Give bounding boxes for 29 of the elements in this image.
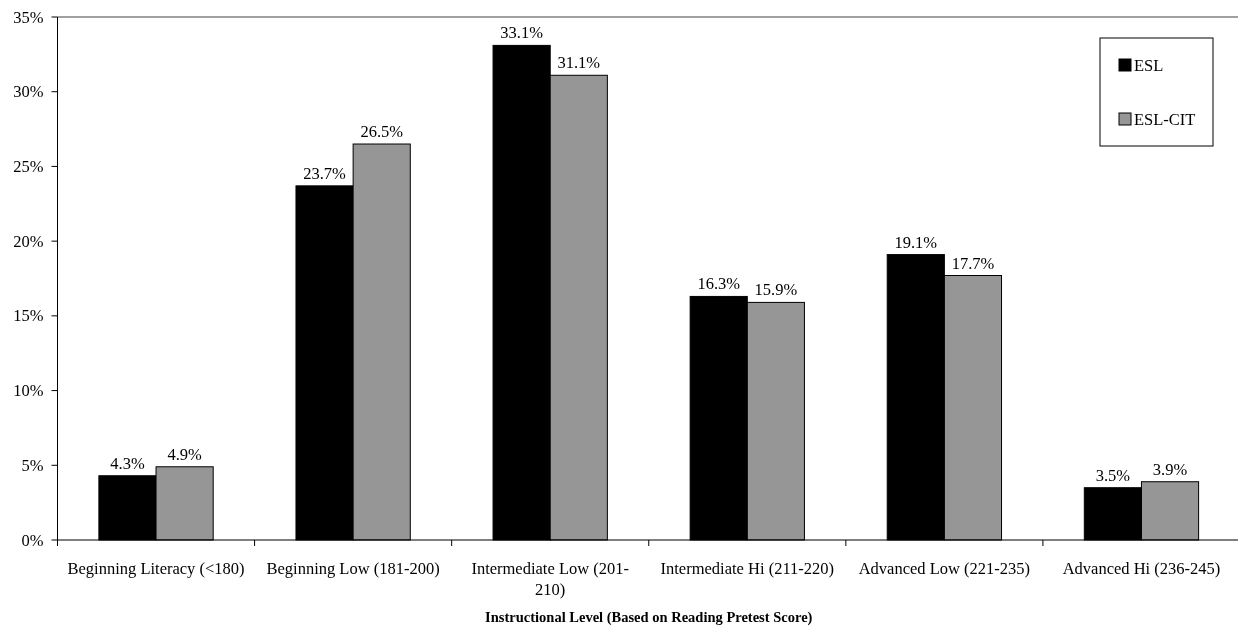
y-tick-label: 15%: [13, 306, 44, 326]
data-label: 15.9%: [754, 280, 798, 300]
x-tick-label: Beginning Literacy (<180): [67, 559, 245, 578]
legend-label: ESL: [1134, 56, 1164, 75]
data-label: 19.1%: [894, 232, 938, 252]
y-tick-label: 5%: [21, 455, 44, 475]
x-axis-title: Instructional Level (Based on Reading Pretest Score): [485, 609, 813, 626]
data-label: 16.3%: [697, 274, 741, 294]
data-label: 23.7%: [303, 163, 347, 183]
y-tick-label: 35%: [13, 7, 44, 27]
y-tick-label: 10%: [13, 381, 44, 401]
legend-label: ESL-CIT: [1134, 110, 1196, 129]
y-tick-label: 30%: [13, 82, 44, 102]
y-tick-label: 20%: [13, 231, 44, 251]
data-label: 33.1%: [500, 23, 544, 43]
x-tick-label: Intermediate Hi (211-220): [660, 559, 835, 578]
data-label: 26.5%: [360, 122, 404, 142]
y-tick-label: 25%: [13, 156, 44, 176]
data-label: 4.3%: [110, 453, 145, 473]
x-tick-label: Beginning Low (181-200): [266, 559, 440, 578]
data-label: 17.7%: [951, 253, 995, 273]
x-tick-label: Advanced Low (221-235): [858, 559, 1031, 578]
data-label: 3.5%: [1095, 465, 1131, 485]
x-tick-label: Intermediate Low (201-210): [471, 559, 630, 599]
data-label: 3.9%: [1152, 459, 1188, 479]
y-tick-label: 0%: [21, 530, 44, 550]
data-label: 31.1%: [557, 53, 601, 73]
data-label: 4.9%: [167, 444, 203, 464]
x-tick-label: Advanced Hi (236-245): [1062, 559, 1221, 578]
